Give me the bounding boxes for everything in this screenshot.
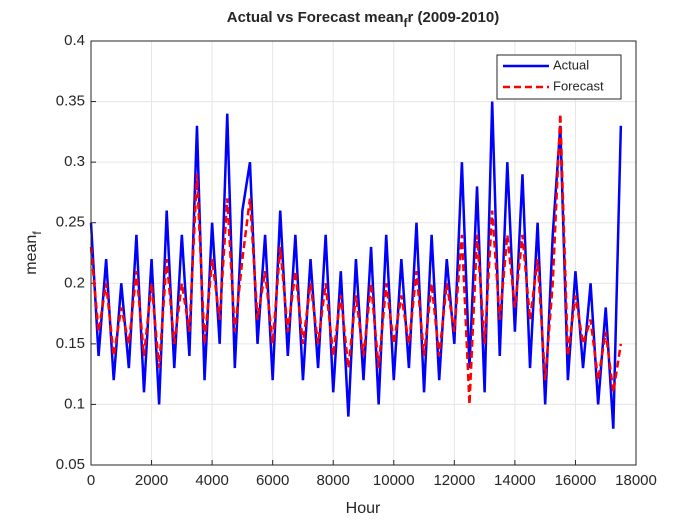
legend-box — [496, 54, 622, 100]
y-tick-label: 0.15 — [56, 335, 85, 352]
y-tick-label: 0.3 — [64, 153, 85, 170]
x-axis-label: Hour — [346, 500, 381, 517]
data-line — [89, 101, 623, 429]
x-tick-label: 8000 — [317, 472, 350, 489]
x-tick-label: 14000 — [494, 472, 536, 489]
title-part: r (2009-2010) — [408, 9, 500, 26]
x-tick-label: 12000 — [433, 472, 475, 489]
y-tick-label: 0.2 — [64, 274, 85, 291]
data-line — [89, 113, 623, 405]
chart-title: Actual vs Forecast meanfr (2009-2010) — [227, 9, 499, 30]
y-tick-label: 0.1 — [64, 395, 85, 412]
x-tick-label: 18000 — [615, 472, 657, 489]
title-subscript: f — [404, 16, 409, 30]
x-tick-label: 16000 — [555, 472, 597, 489]
x-tick-label: 10000 — [373, 472, 415, 489]
y-tick-label: 0.35 — [56, 93, 85, 110]
x-tick-label: 6000 — [256, 472, 289, 489]
legend-label: Forecast — [553, 78, 604, 93]
x-tick-label: 4000 — [195, 472, 228, 489]
plot-frame — [90, 40, 637, 466]
x-tick-label: 2000 — [135, 472, 168, 489]
x-tick-label: 0 — [87, 472, 95, 489]
y-label-part: mean — [23, 235, 40, 275]
y-label-subscript: f — [30, 231, 44, 235]
y-axis-label: meanf — [23, 231, 44, 275]
y-tick-label: 0.25 — [56, 214, 85, 231]
y-tick-label: 0.4 — [64, 32, 85, 49]
legend-label: Actual — [553, 57, 589, 72]
y-tick-label: 0.05 — [56, 456, 85, 473]
title-part: Actual vs Forecast mean — [227, 9, 404, 26]
